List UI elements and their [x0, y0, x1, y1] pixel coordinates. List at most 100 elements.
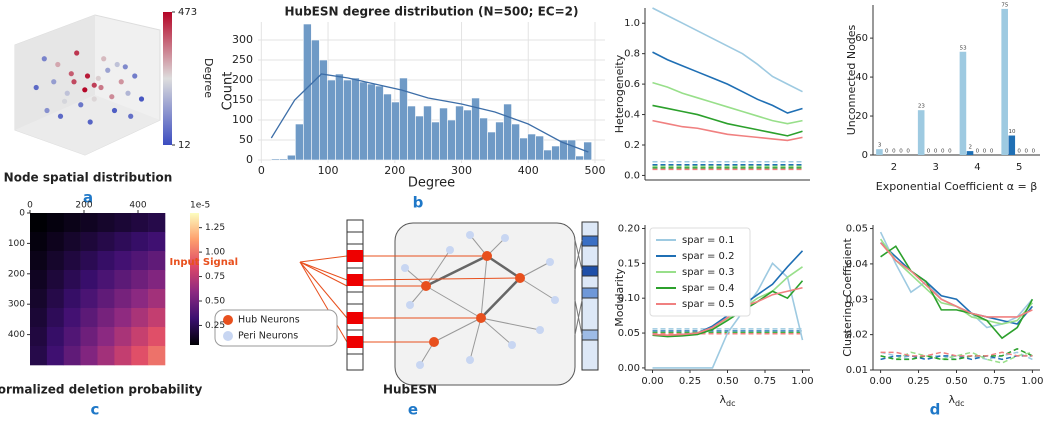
bar [407, 105, 416, 161]
y-tick-label: 40 [855, 72, 868, 83]
bar [383, 93, 392, 161]
series-line [652, 51, 803, 114]
cell [114, 327, 132, 347]
cell [30, 232, 48, 252]
bar [359, 81, 368, 161]
bar [583, 141, 592, 161]
bar-value-label: 0 [983, 149, 987, 155]
cell [30, 346, 48, 366]
legend-label: Peri Neurons [238, 331, 298, 342]
bar [479, 117, 488, 161]
bar [287, 154, 296, 161]
bar [279, 158, 288, 161]
x-tick-label: 200 [75, 201, 92, 211]
point [105, 67, 111, 73]
cell [114, 289, 132, 309]
bar [543, 149, 552, 161]
bar-value-label: 2 [969, 145, 973, 151]
y-tick-label: 100 [8, 239, 25, 249]
colorbar-tick-label: 473 [178, 7, 197, 18]
bar [391, 101, 400, 161]
point [82, 87, 88, 93]
y-tick-label: 60 [855, 33, 868, 44]
cell [148, 289, 166, 309]
y-tick-label: 0.6 [624, 79, 640, 90]
y-tick-label: 0 [19, 209, 25, 219]
bar-value-label: 0 [927, 149, 931, 155]
cell [114, 213, 132, 233]
y-tick-label: 200 [232, 73, 253, 86]
colorbar-label: Degree [202, 58, 215, 98]
baseline-line [880, 351, 1033, 361]
x-tick-label: 400 [518, 164, 539, 177]
bar [917, 110, 925, 155]
input-label: Input Signal [170, 257, 238, 268]
series-line [880, 245, 1034, 340]
cell [97, 289, 115, 309]
x-tick-label: 0.75 [754, 376, 776, 387]
bar-value-label: 53 [960, 45, 967, 51]
point [74, 50, 80, 56]
cell [114, 270, 132, 290]
x-axis-label: λdc [720, 393, 736, 408]
cell [97, 270, 115, 290]
bar [503, 103, 512, 161]
panel-letter: c [91, 401, 100, 419]
x-tick-label: 0.00 [869, 376, 891, 387]
cell [97, 251, 115, 271]
bar [511, 123, 520, 161]
point [91, 96, 97, 102]
legend-box [649, 227, 751, 317]
box-3d [14, 14, 161, 156]
cell [97, 308, 115, 328]
point [118, 79, 124, 85]
colorbar [163, 12, 172, 145]
point [61, 98, 68, 104]
x-axis-label: Degree [408, 176, 455, 191]
point [138, 96, 145, 102]
x-tick-label: 0 [27, 201, 33, 211]
bar [463, 109, 472, 161]
point [87, 119, 93, 125]
y-tick-label: 0.4 [624, 110, 640, 121]
x-tick-label: 0.50 [716, 376, 738, 387]
y-tick-label: 0.0 [624, 170, 640, 181]
cell [131, 270, 149, 290]
x-tick-label: 1.00 [1021, 376, 1043, 387]
cell [131, 232, 149, 252]
bar-value-label: 3 [878, 143, 882, 149]
bar [876, 149, 883, 155]
bar-value-label: 0 [906, 149, 910, 155]
y-axis-label: Clustering Coefficient [841, 238, 854, 357]
series-line [652, 81, 803, 125]
series-line [652, 286, 803, 336]
cell [63, 270, 81, 290]
y-tick-label: 400 [8, 330, 25, 340]
bar-value-label: 10 [1009, 129, 1016, 135]
y-tick-label: 0 [862, 150, 868, 161]
bar [423, 105, 432, 161]
y-tick-label: 0.05 [846, 224, 868, 235]
bar [487, 131, 496, 161]
y-tick-label: 0.20 [618, 223, 640, 234]
cell [114, 232, 132, 252]
legend-label: spar = 0.2 [682, 251, 734, 262]
y-tick-label: 300 [232, 33, 253, 46]
kde-line [270, 73, 589, 153]
bar-value-label: 0 [941, 149, 945, 155]
legend-label: spar = 0.3 [682, 267, 734, 278]
bar [1001, 8, 1008, 156]
bar [335, 73, 344, 161]
bar [535, 135, 544, 161]
y-tick-label: 0.00 [618, 363, 640, 374]
bar-value-label: 0 [1032, 149, 1036, 155]
bar [959, 51, 967, 155]
cell [63, 289, 81, 309]
cell [114, 251, 132, 271]
cell [80, 346, 98, 366]
panel-letter: a [83, 189, 93, 207]
y-tick-label: 0.01 [846, 365, 868, 376]
series-line [652, 7, 803, 93]
point [114, 61, 120, 68]
